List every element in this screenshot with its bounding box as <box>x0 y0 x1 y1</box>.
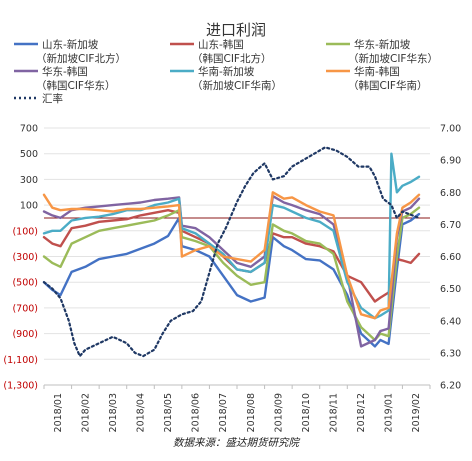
y-left-tick-label: (100) <box>12 226 38 237</box>
legend-label-sub: （韩国CIF华东） <box>36 79 115 92</box>
axes <box>43 384 431 389</box>
y-left-tick-label: (700) <box>12 303 38 314</box>
x-tick-label: 2018/01 <box>53 393 64 432</box>
y-left-tick-label: (1,100) <box>3 355 38 366</box>
x-tick-label: 2019/01 <box>384 393 395 432</box>
y-right-tick-label: 6.60 <box>440 252 461 263</box>
legend-label-sub: （韩国CIF华南） <box>348 79 427 92</box>
series-line-4 <box>42 152 421 320</box>
y-left-tick-label: 500 <box>20 149 38 160</box>
x-tick-label: 2018/07 <box>218 393 229 432</box>
y-right-tick-label: 6.40 <box>440 316 461 327</box>
x-tick-label: 2018/04 <box>136 393 147 432</box>
series-line-6 <box>42 146 421 358</box>
legend-label-sub: （新加坡CIF北方） <box>36 52 126 65</box>
x-tick-label: 2018/11 <box>329 393 340 432</box>
y-right-tick-label: 6.30 <box>440 348 461 359</box>
series-line-5 <box>42 191 421 320</box>
legend-label-sub: （新加坡CIF华南） <box>192 79 282 92</box>
y-left-tick-label: (900) <box>12 329 38 340</box>
x-tick-label: 2018/12 <box>356 393 367 432</box>
x-tick-labels: 2018/01 2018/02 2018/03 2018/04 2018/05 2018/… <box>53 393 422 432</box>
legend-label-sub: （新加坡CIF华东） <box>348 52 438 65</box>
series-line-0 <box>42 212 421 348</box>
source-note: 数据来源：盛达期货研究院 <box>173 437 300 449</box>
x-tick-label: 2018/09 <box>273 393 284 432</box>
x-tick-label: 2019/02 <box>411 393 422 432</box>
legend-label: 山东-韩国 <box>198 38 244 51</box>
x-tick-label: 2018/10 <box>301 393 312 432</box>
y-left-tick-label: 100 <box>20 201 38 212</box>
legend-label: 华东-韩国 <box>42 65 88 78</box>
y-right-tick-label: 6.80 <box>440 188 461 199</box>
legend-label: 华南-韩国 <box>354 65 400 78</box>
legend-label: 汇率 <box>42 92 63 105</box>
legend-label: 华东-新加坡 <box>354 38 411 51</box>
y-left-tick-labels: (1,300) (1,100) (900) (700) (500) (300) (100) 1… <box>3 124 38 392</box>
y-right-tick-label: 7.00 <box>440 124 461 135</box>
y-right-tick-label: 6.90 <box>440 156 461 167</box>
series-line-3 <box>42 194 421 348</box>
y-left-tick-label: 300 <box>20 175 38 186</box>
y-right-tick-label: 6.70 <box>440 220 461 231</box>
legend-label: 山东-新加坡 <box>42 38 99 51</box>
y-left-tick-label: 700 <box>20 124 38 135</box>
x-tick-label: 2018/06 <box>191 393 202 432</box>
legend-label: 华南-新加坡 <box>198 65 255 78</box>
x-tick-label: 2018/02 <box>80 393 91 432</box>
x-tick-label: 2018/08 <box>246 393 257 432</box>
x-tick-label: 2018/05 <box>163 393 174 432</box>
legend: 山东-新加坡 山东-韩国 华东-新加坡 （新加坡CIF北方） （韩国CIF北方） （新加坡… <box>14 38 438 105</box>
y-left-tick-label: (500) <box>12 278 38 289</box>
y-left-tick-label: (300) <box>12 252 38 263</box>
chart-title: 进口利润 <box>206 21 266 39</box>
y-right-tick-label: 6.50 <box>440 284 461 295</box>
y-left-tick-label: (1,300) <box>3 381 38 392</box>
y-right-tick-labels: 6.20 6.30 6.40 6.50 6.60 6.70 6.80 6.90 7.00 <box>440 124 461 392</box>
y-right-tick-label: 6.20 <box>440 381 461 392</box>
series-layer <box>42 146 421 358</box>
x-tick-label: 2018/03 <box>108 393 119 432</box>
legend-label-sub: （韩国CIF北方） <box>192 52 271 65</box>
